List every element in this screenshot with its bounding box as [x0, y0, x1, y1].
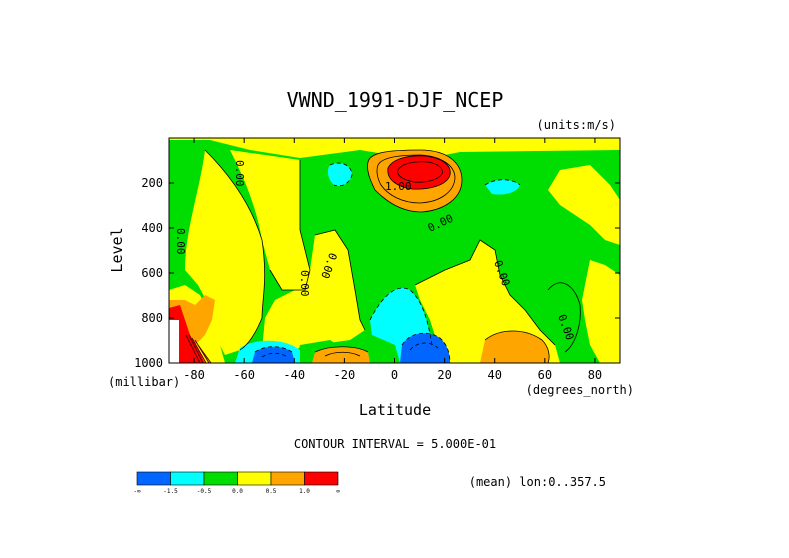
mean-note: (mean) lon:0..357.5: [469, 475, 606, 489]
colorbar-swatch: [136, 471, 171, 486]
x-tick-label: 0: [391, 368, 398, 382]
units-label: (units:m/s): [537, 118, 616, 132]
colorbar-tick-label: -0.5: [197, 488, 212, 495]
y-tick-label: 400: [141, 221, 163, 235]
colorbar-tick-label: 0.0: [232, 488, 243, 495]
x-tick-label: 20: [437, 368, 451, 382]
y-units-label: (millibar): [108, 375, 180, 389]
y-axis-label: Level: [108, 227, 126, 272]
x-tick-label: -80: [183, 368, 205, 382]
x-tick-label: 60: [538, 368, 552, 382]
colorbar-tick-label: -∞: [133, 488, 141, 495]
x-tick-label: -40: [283, 368, 305, 382]
x-tick-label: 40: [487, 368, 501, 382]
colorbar: -∞ -1.5 -0.5 0.0 0.5 1.0 ∞: [133, 471, 340, 495]
colorbar-tick-label: 0.5: [266, 488, 277, 495]
chart-title: VWND_1991-DJF_NCEP: [287, 88, 504, 112]
contour-label: 0.00: [233, 160, 246, 187]
x-tick-label: -60: [233, 368, 255, 382]
x-tick-label: 80: [588, 368, 602, 382]
colorbar-tick-label: ∞: [336, 488, 340, 495]
x-units-label: (degrees_north): [526, 383, 634, 397]
contour-label: 1.00: [385, 180, 412, 193]
colorbar-tick-label: 1.0: [299, 488, 310, 495]
x-axis-label: Latitude: [359, 401, 431, 419]
y-tick-label: 600: [141, 266, 163, 280]
colorbar-swatch: [304, 471, 339, 486]
colorbar-swatch: [170, 471, 205, 486]
colorbar-tick-label: -1.5: [163, 488, 178, 495]
colorbar-swatch: [237, 471, 272, 486]
contour-label: 0.00: [174, 228, 187, 255]
colorbar-swatch: [203, 471, 238, 486]
y-tick-label: 1000: [134, 356, 163, 370]
y-tick-label: 800: [141, 311, 163, 325]
y-axis: 1000 800 600 400 200: [134, 176, 620, 370]
contour-label: 0.00: [298, 270, 311, 297]
x-tick-label: -20: [334, 368, 356, 382]
x-axis: -80 -60 -40 -20 0 20 40 60 80: [183, 138, 602, 382]
contour-field: [169, 138, 620, 363]
colorbar-swatch: [270, 471, 305, 486]
y-tick-label: 200: [141, 176, 163, 190]
contour-interval-note: CONTOUR INTERVAL = 5.000E-01: [294, 437, 496, 451]
